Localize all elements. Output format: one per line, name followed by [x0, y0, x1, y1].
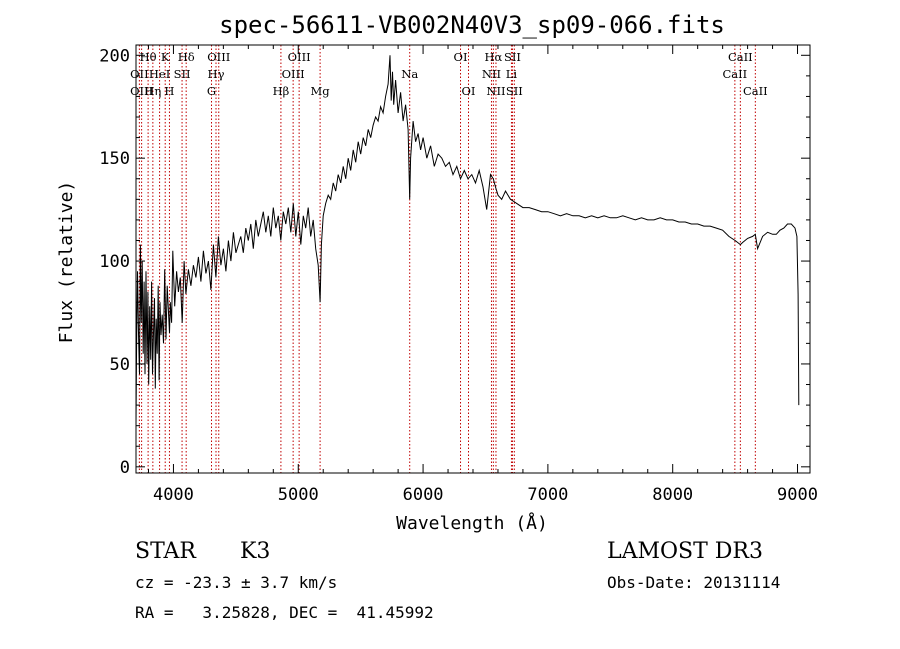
line-label: CaII [728, 50, 753, 64]
line-label: Hβ [273, 84, 290, 98]
line-label: CaII [722, 67, 747, 81]
radec-text: RA = 3.25828, DEC = 41.45992 [135, 603, 434, 622]
line-label: Hθ [140, 50, 157, 64]
line-label: K [161, 50, 170, 64]
line-label: HeI [149, 67, 170, 81]
survey-name: LAMOST DR3 [607, 539, 763, 564]
line-label: G [207, 84, 216, 98]
object-class: STAR [135, 539, 196, 564]
redshift-text: cz = -23.3 ± 3.7 km/s [135, 573, 338, 592]
x-tick-label: 4000 [153, 485, 194, 505]
object-subclass: K3 [240, 539, 271, 564]
line-label: NII [486, 84, 505, 98]
line-label: CaII [743, 84, 768, 98]
line-label: OII [130, 67, 149, 81]
line-label: Hδ [178, 50, 195, 64]
x-tick-label: 5000 [278, 485, 319, 505]
x-axis-ticks: 4000 5000 6000 7000 8000 9000 [147, 45, 818, 505]
line-label: Hα [484, 50, 502, 64]
x-tick-label: 7000 [527, 485, 568, 505]
obs-date: Obs-Date: 20131114 [607, 573, 781, 592]
y-tick-label: 150 [99, 149, 130, 169]
line-label: NII [482, 67, 501, 81]
line-label: SII [174, 67, 191, 81]
line-label: OIII [207, 50, 230, 64]
chart-title: spec-56611-VB002N40V3_sp09-066.fits [219, 11, 725, 39]
line-label: Li [506, 67, 518, 81]
y-tick-label: 0 [120, 458, 130, 478]
y-axis-ticks: 0 50 100 150 200 [99, 46, 810, 478]
x-axis-label: Wavelength (Å) [396, 512, 548, 534]
line-label: OI [454, 50, 468, 64]
line-label: Mg [311, 84, 331, 98]
line-label: Hη [144, 84, 161, 98]
line-label: SII [506, 84, 523, 98]
plot-frame [135, 44, 811, 474]
y-tick-label: 200 [99, 46, 130, 66]
x-tick-label: 9000 [777, 485, 818, 505]
line-label: OIII [282, 67, 305, 81]
spectrum-line [136, 55, 800, 426]
y-tick-label: 100 [99, 252, 130, 272]
y-axis-label: Flux (relative) [56, 181, 77, 344]
line-label: Hγ [208, 67, 225, 81]
line-label: OIII [288, 50, 311, 64]
line-label: Na [401, 67, 418, 81]
line-label: SII [504, 50, 521, 64]
x-tick-label: 8000 [652, 485, 693, 505]
spectral-line-markers [138, 45, 756, 473]
y-tick-label: 50 [110, 355, 130, 375]
line-label: H [164, 84, 174, 98]
line-label: OI [462, 84, 476, 98]
x-tick-label: 6000 [403, 485, 444, 505]
